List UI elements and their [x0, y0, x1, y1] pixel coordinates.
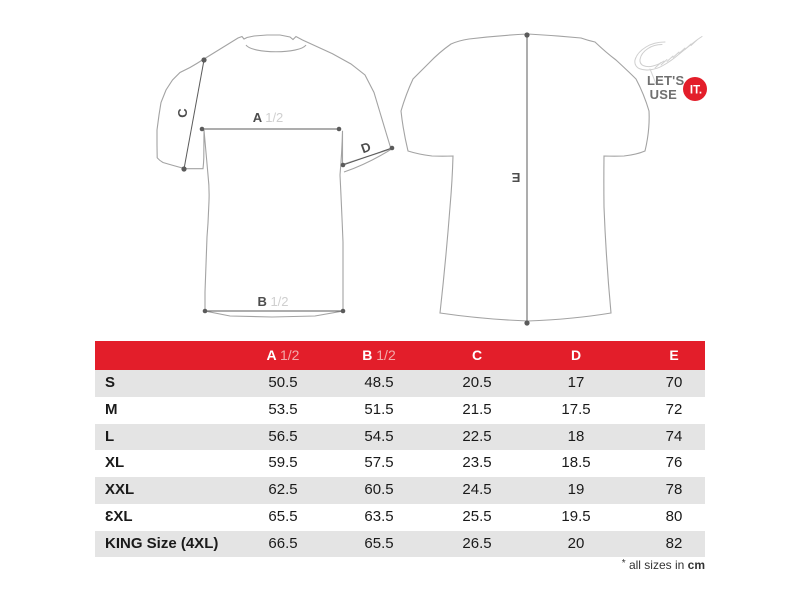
svg-text:B 1/2: B 1/2: [257, 294, 288, 309]
svg-text:C: C: [175, 108, 190, 118]
svg-text:D: D: [359, 139, 373, 156]
svg-text:IT.: IT.: [690, 85, 702, 97]
svg-text:E: E: [511, 170, 520, 185]
svg-text:A 1/2: A 1/2: [253, 110, 284, 125]
